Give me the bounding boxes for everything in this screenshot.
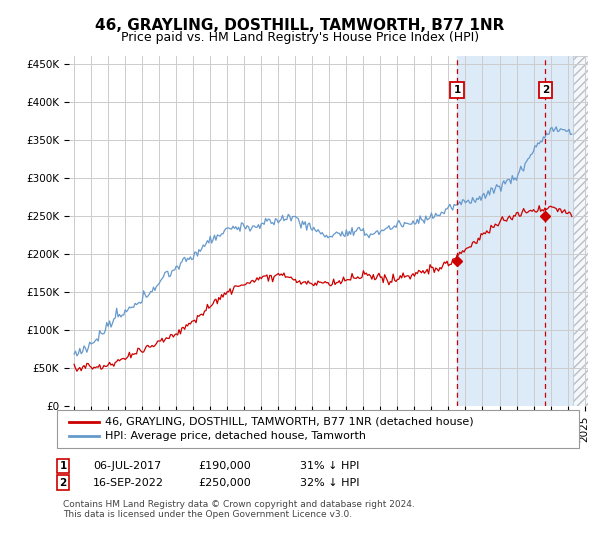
Text: 32% ↓ HPI: 32% ↓ HPI [300, 478, 359, 488]
Text: 1: 1 [59, 461, 67, 471]
Bar [572, 56, 596, 406]
Text: 46, GRAYLING, DOSTHILL, TAMWORTH, B77 1NR (detached house): 46, GRAYLING, DOSTHILL, TAMWORTH, B77 1N… [105, 417, 473, 427]
Text: 2: 2 [59, 478, 67, 488]
Text: 2: 2 [542, 85, 549, 95]
Text: 1: 1 [454, 85, 461, 95]
Text: Price paid vs. HM Land Registry's House Price Index (HPI): Price paid vs. HM Land Registry's House … [121, 31, 479, 44]
Text: £190,000: £190,000 [198, 461, 251, 471]
Bar [457, 56, 572, 406]
Text: 06-JUL-2017: 06-JUL-2017 [93, 461, 161, 471]
Text: 31% ↓ HPI: 31% ↓ HPI [300, 461, 359, 471]
Text: Contains HM Land Registry data © Crown copyright and database right 2024.
This d: Contains HM Land Registry data © Crown c… [63, 500, 415, 519]
Text: 16-SEP-2022: 16-SEP-2022 [93, 478, 164, 488]
Bar [572, 56, 596, 406]
Text: 46, GRAYLING, DOSTHILL, TAMWORTH, B77 1NR: 46, GRAYLING, DOSTHILL, TAMWORTH, B77 1N… [95, 18, 505, 33]
Text: HPI: Average price, detached house, Tamworth: HPI: Average price, detached house, Tamw… [105, 431, 366, 441]
Text: £250,000: £250,000 [198, 478, 251, 488]
